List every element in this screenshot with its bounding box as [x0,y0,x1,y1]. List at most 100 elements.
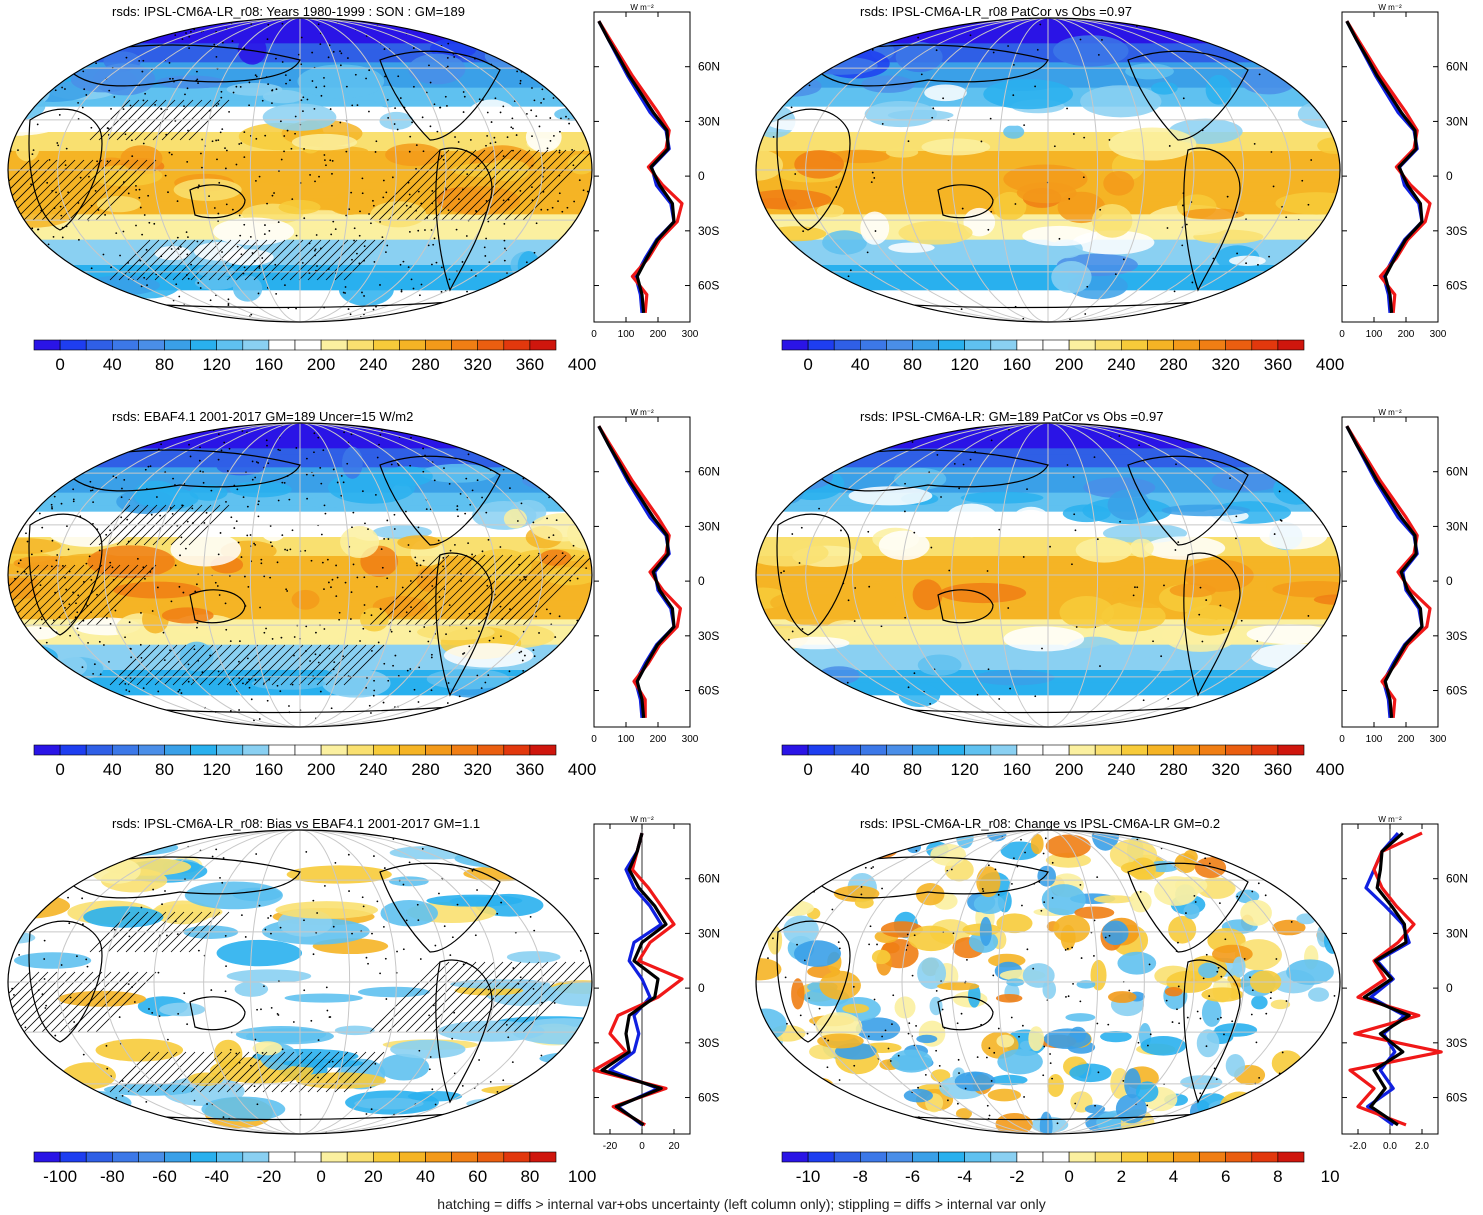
zonal-lat-label: 60N [698,465,720,479]
colorbar-label: 40 [851,355,870,374]
map-patch [503,508,527,529]
map-patch [756,855,785,874]
zonal-lat-label: 30N [698,926,720,940]
map-patch [291,589,320,610]
colorbar-swatch [451,1151,479,1163]
map-patch [370,201,427,228]
colorbar-swatch [860,339,887,351]
map-patch [1194,857,1227,878]
zonal-lat-label: 30S [698,1036,719,1050]
colorbar-swatch [399,1151,426,1163]
map-patch [213,217,295,246]
map-patch [1251,995,1268,1010]
graticule [8,423,592,727]
map-patch [1297,99,1340,129]
map-patch [894,996,916,1019]
zonal-plot: W m⁻² 60N 30N 0 30S 60S 0 100 200 300 [591,3,720,340]
colorbar-swatch [938,1151,966,1163]
map-patch [764,661,790,673]
map-patch [761,637,784,661]
colorbar-swatch [451,744,479,756]
map-patch [1108,991,1137,1003]
colorbar-swatch [425,1151,452,1163]
map-patch [948,470,978,484]
map-patch [1275,192,1340,215]
map-patch [1135,656,1190,672]
map-patch [1298,854,1319,867]
colorbar-swatch [320,744,348,756]
colorbar-swatch [1042,339,1070,351]
map-patch [120,145,163,172]
map-patch [493,830,592,845]
colorbar-swatch [59,744,87,756]
colorbar-swatch [85,339,113,351]
map-patch [1075,537,1133,563]
map-patch [334,1025,375,1036]
map-patch [1250,844,1294,859]
map-patch [1243,38,1288,60]
colorbar-swatch [320,339,348,351]
colorbar-swatch [1147,339,1174,351]
map-patch [806,840,848,865]
colorbar-swatch [912,339,939,351]
map-patch [296,1072,387,1089]
zonal-lat-label: 0 [698,981,705,995]
zonal-x-label: 0 [1339,734,1345,745]
colorbar-swatch [294,339,322,351]
map-outline [755,17,1341,323]
colorbar-swatch [529,1151,557,1163]
map-patch [338,273,394,306]
map-patch [1239,1094,1257,1126]
map-patch [340,525,380,559]
colorbar: 0 40 80 120 160 200 240 280 320 360 400 [33,744,596,779]
map-patch [1246,624,1332,644]
colorbar-label: 400 [1316,355,1344,374]
colorbar-swatch [268,339,296,351]
colorbar-swatch [85,744,113,756]
colorbar-swatch [1173,744,1200,756]
map-patch [1140,1036,1187,1056]
map-patch [1286,959,1334,985]
colorbar-swatch [33,744,61,756]
colorbar-label: -60 [152,1167,177,1186]
colorbar-swatch [912,1151,939,1163]
map-patch [486,277,550,290]
colorbar-label: 120 [951,760,979,779]
zonal-frame [593,416,691,728]
zonal-units: W m⁻² [630,408,654,417]
map-patch [543,567,592,586]
map-patch [1069,1063,1112,1083]
map-patch [1130,538,1154,558]
map-patch [8,257,28,282]
map-patch [1100,1030,1132,1043]
map-patch [1045,834,1091,858]
map-patch [995,993,1023,1003]
colorbar-swatch [33,1151,61,1163]
map-patch [161,607,214,624]
zonal-lat-label: 30S [1446,224,1467,238]
map-patch [828,830,847,838]
map-patch [1286,1114,1328,1134]
map-patch [918,1020,946,1047]
zonal-lat-label: 30S [1446,629,1467,643]
zonal-lat-label: 0 [1446,169,1453,183]
map-patch [1271,1050,1303,1077]
map-patch [1154,876,1199,906]
map-patch [866,1118,910,1134]
map-patch [1240,899,1272,926]
map-patch [1003,124,1025,139]
map-patch [770,1118,793,1134]
zonal-x-label: 300 [1430,329,1447,340]
colorbar-swatch [781,339,809,351]
colorbar-swatch [138,744,165,756]
map-patch [968,983,981,1008]
panel-graphics: 0 40 80 120 160 200 240 280 320 360 400 W m⁻² 60N 30N… [7,3,720,374]
colorbar-label: 160 [255,760,283,779]
map-patch [542,982,592,1007]
map-patch [1229,255,1266,266]
colorbar-label: 2 [1117,1167,1126,1186]
colorbar-label: -100 [43,1167,77,1186]
colorbar-swatch [425,339,452,351]
zonal-x-label: -20 [603,1141,618,1152]
colorbar-label: 6 [1221,1167,1230,1186]
